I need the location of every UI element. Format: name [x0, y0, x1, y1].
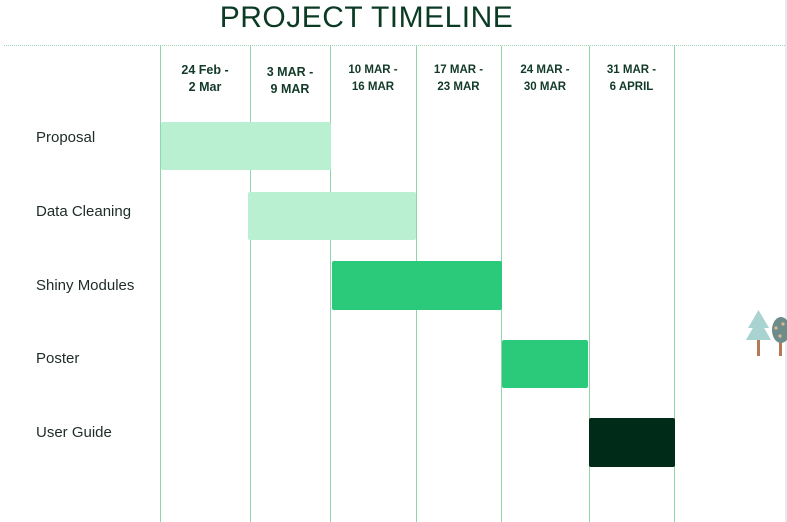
task-label-poster: Poster — [36, 350, 80, 367]
grid-line — [674, 46, 675, 522]
week-header: 31 MAR - 6 APRIL — [589, 62, 674, 98]
week-header-end: 2 Mar — [188, 80, 222, 94]
week-header-start: 31 MAR - — [606, 64, 657, 76]
grid-line — [250, 46, 251, 522]
week-header-end: 6 APRIL — [609, 81, 654, 93]
task-label-shiny-modules: Shiny Modules — [36, 277, 135, 294]
week-header-end: 23 MAR — [437, 81, 480, 93]
task-bar-shiny-modules[interactable] — [332, 261, 502, 310]
week-header: 17 MAR - 23 MAR — [416, 62, 501, 98]
week-header: 10 MAR - 16 MAR — [330, 62, 416, 98]
page-title: PROJECT TIMELINE — [219, 1, 514, 34]
grid-line — [330, 46, 331, 522]
week-header-start: 17 MAR - — [433, 64, 484, 76]
task-bar-data-cleaning[interactable] — [248, 192, 416, 240]
task-bar-poster[interactable] — [502, 340, 588, 388]
task-label-user-guide: User Guide — [36, 424, 112, 441]
task-label-data-cleaning: Data Cleaning — [36, 203, 132, 220]
grid-line — [160, 46, 161, 522]
title-divider — [4, 45, 785, 46]
week-header-end: 16 MAR — [351, 81, 395, 93]
task-label-proposal: Proposal — [36, 129, 96, 146]
week-header-start: 24 Feb - — [181, 63, 229, 77]
trees-icon — [746, 310, 787, 356]
week-header-end: 9 MAR — [270, 82, 310, 96]
week-header: 24 MAR - 30 MAR — [501, 62, 589, 98]
grid-line — [589, 46, 590, 522]
task-bar-proposal[interactable] — [161, 122, 331, 170]
week-header-start: 24 MAR - — [520, 64, 570, 76]
week-header: 3 MAR - 9 MAR — [250, 64, 330, 100]
task-bar-user-guide[interactable] — [589, 418, 675, 467]
week-header-end: 30 MAR — [523, 81, 567, 93]
week-header-start: 10 MAR - — [348, 64, 398, 76]
week-header: 24 Feb - 2 Mar — [160, 62, 250, 98]
week-header-start: 3 MAR - — [266, 65, 314, 79]
